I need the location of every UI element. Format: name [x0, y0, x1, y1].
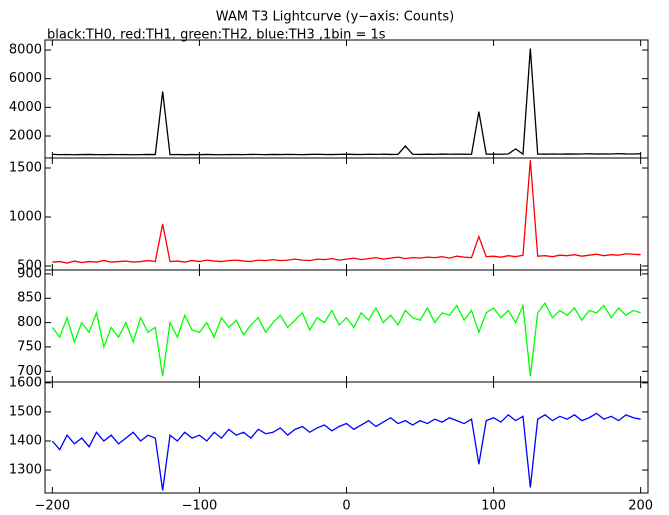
y-tick-label: 4000 — [9, 100, 42, 115]
y-tick-label: 1500 — [9, 160, 42, 175]
panel-frame — [44, 157, 649, 271]
chart-subtitle: black:TH0, red:TH1, green:TH2, blue:TH3 … — [47, 28, 386, 43]
y-tick-label: 700 — [17, 364, 42, 379]
y-tick-label: 1600 — [9, 375, 42, 390]
y-tick-label: 500 — [17, 258, 42, 273]
y-tick-label: 1300 — [9, 463, 42, 478]
y-tick-label: 900 — [17, 266, 42, 281]
y-tick-label: 1500 — [9, 404, 42, 419]
data-line — [51, 301, 641, 377]
y-tick-label: 800 — [17, 315, 42, 330]
y-tick-label: 1000 — [9, 209, 42, 224]
y-tick-label: 1400 — [9, 433, 42, 448]
x-tick-label: 100 — [481, 499, 506, 514]
data-line — [52, 160, 641, 264]
y-tick-label: 6000 — [9, 71, 42, 86]
y-tick-label: 8000 — [9, 43, 42, 58]
data-line — [52, 48, 641, 156]
y-tick-label: 750 — [17, 339, 42, 354]
x-tick-label: −100 — [182, 499, 218, 514]
panel-frame — [44, 39, 649, 159]
x-tick-label: 200 — [628, 499, 653, 514]
x-tick-label: −200 — [34, 499, 70, 514]
data-line — [51, 412, 641, 491]
chart-title: WAM T3 Lightcurve (y−axis: Counts) — [216, 10, 454, 25]
panel-frame — [44, 381, 649, 494]
y-tick-label: 850 — [17, 291, 42, 306]
y-tick-label: 2000 — [9, 129, 42, 144]
x-tick-label: 0 — [342, 499, 350, 514]
panel-frame — [44, 269, 649, 383]
